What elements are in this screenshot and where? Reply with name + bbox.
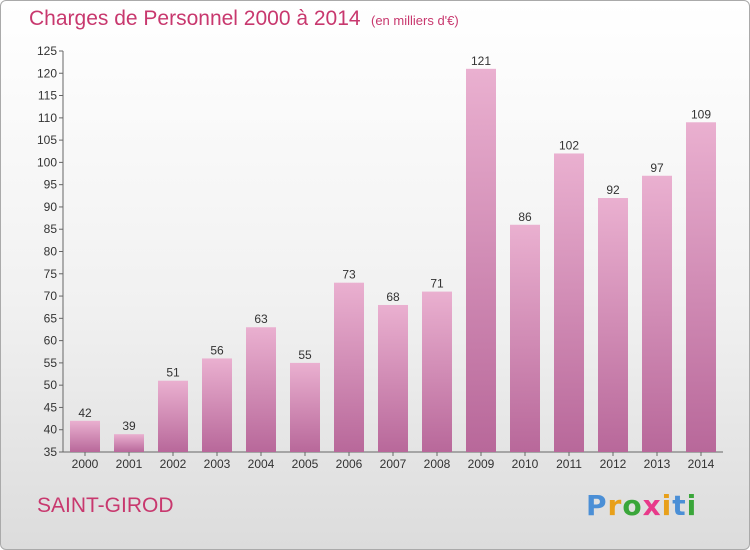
- y-tick-label: 50: [44, 378, 58, 392]
- bar-value-label: 121: [471, 54, 491, 68]
- bar-value-label: 102: [559, 138, 579, 152]
- bar-value-label: 55: [298, 348, 312, 362]
- bar: [246, 327, 276, 452]
- y-tick-label: 60: [44, 334, 58, 348]
- x-tick-label: 2012: [600, 457, 627, 471]
- logo-letter: r: [607, 489, 623, 522]
- y-tick-label: 115: [38, 89, 57, 103]
- x-tick-label: 2006: [336, 457, 363, 471]
- bar: [114, 434, 144, 452]
- bar: [70, 420, 100, 452]
- y-tick-label: 120: [37, 66, 57, 80]
- bar: [422, 291, 452, 452]
- logo-letter: o: [622, 489, 643, 522]
- proxiti-logo[interactable]: Proxiti: [586, 489, 697, 522]
- x-tick-label: 2008: [424, 457, 451, 471]
- bar: [202, 358, 232, 452]
- bar-value-label: 51: [166, 366, 180, 380]
- logo-letter: P: [586, 489, 608, 522]
- y-tick-label: 125: [37, 44, 57, 58]
- x-tick-label: 2007: [380, 457, 407, 471]
- y-tick-label: 100: [37, 155, 57, 169]
- y-tick-label: 70: [44, 289, 58, 303]
- x-tick-label: 2002: [160, 457, 187, 471]
- chart-title: Charges de Personnel 2000 à 2014: [29, 7, 361, 30]
- bar-value-label: 71: [430, 277, 444, 291]
- bar: [158, 380, 188, 452]
- commune-name: SAINT-GIROD: [37, 494, 174, 517]
- bar-value-label: 63: [254, 312, 268, 326]
- bar-value-label: 109: [691, 107, 711, 121]
- y-tick-label: 95: [44, 178, 58, 192]
- x-tick-label: 2001: [116, 457, 143, 471]
- logo-letter: t: [672, 489, 687, 522]
- logo-letter: i: [661, 489, 673, 522]
- x-tick-label: 2003: [204, 457, 231, 471]
- bar-value-label: 92: [606, 183, 620, 197]
- bar: [642, 175, 672, 452]
- logo-letter: i: [686, 489, 698, 522]
- y-tick-label: 90: [44, 200, 58, 214]
- bar: [290, 362, 320, 452]
- bar-value-label: 56: [210, 343, 224, 357]
- bar-value-label: 73: [342, 268, 356, 282]
- bar-value-label: 42: [78, 406, 92, 420]
- y-tick-label: 75: [44, 267, 58, 281]
- bar: [466, 68, 496, 453]
- chart-unit-label: (en milliers d'€): [371, 13, 459, 28]
- x-tick-label: 2013: [644, 457, 671, 471]
- bar: [598, 198, 628, 452]
- x-tick-label: 2005: [292, 457, 319, 471]
- y-tick-label: 35: [44, 445, 58, 459]
- y-tick-label: 40: [44, 423, 58, 437]
- x-tick-label: 2000: [72, 457, 99, 471]
- x-tick-label: 2011: [556, 457, 582, 471]
- data-labels: 42 39 51 56 63 55 73 68 71 121 86 102 92 97 109: [78, 54, 711, 433]
- bar: [510, 224, 540, 452]
- y-tick-label: 45: [44, 400, 58, 414]
- bars: [70, 68, 716, 453]
- y-tick-label: 65: [44, 311, 58, 325]
- bar: [554, 153, 584, 452]
- bar: [378, 304, 408, 452]
- bar: [686, 122, 716, 453]
- y-tick-label: 110: [38, 111, 57, 125]
- x-tick-label: 2010: [512, 457, 539, 471]
- logo-letter: x: [642, 489, 662, 522]
- y-tick-label: 85: [44, 222, 58, 236]
- y-tick-label: 55: [44, 356, 58, 370]
- x-tick-label: 2004: [248, 457, 275, 471]
- bar: [334, 282, 364, 452]
- x-tick-label: 2014: [688, 457, 715, 471]
- bar-value-label: 86: [518, 210, 532, 224]
- y-tick-label: 80: [44, 245, 58, 259]
- y-tick-label: 105: [37, 133, 57, 147]
- bar-value-label: 39: [122, 419, 136, 433]
- x-tick-label: 2009: [468, 457, 495, 471]
- bar-value-label: 97: [650, 161, 664, 175]
- bar-value-label: 68: [386, 290, 400, 304]
